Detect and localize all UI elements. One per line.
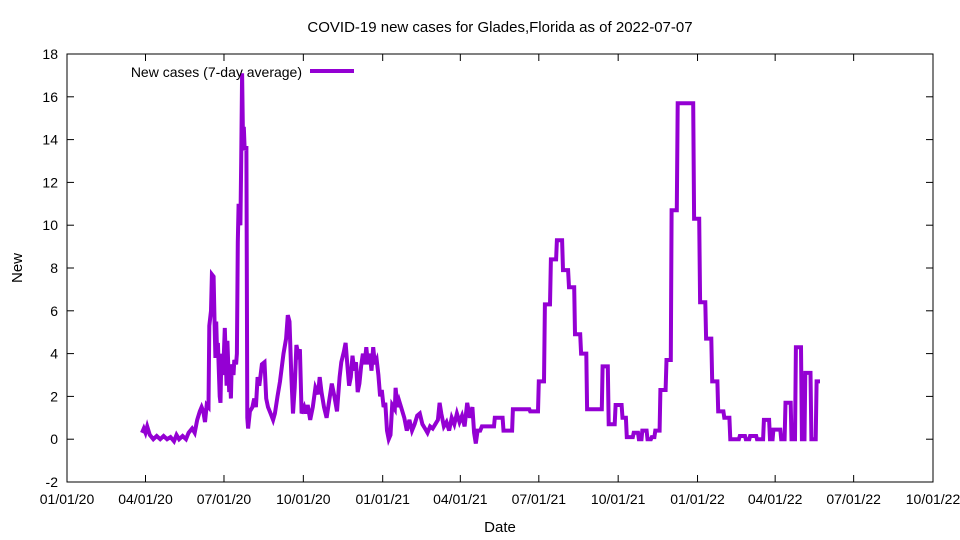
x-tick-label: 10/01/20 (276, 491, 331, 507)
x-tick-label: 01/01/22 (670, 491, 725, 507)
x-tick-label: 04/01/20 (118, 491, 173, 507)
x-tick-label: 01/01/20 (40, 491, 95, 507)
y-tick-label: 2 (50, 388, 58, 404)
legend: New cases (7-day average) (131, 64, 354, 80)
y-tick-label: 14 (42, 132, 58, 148)
y-tick-label: 8 (50, 260, 58, 276)
y-tick-label: 4 (50, 346, 58, 362)
y-tick-label: 16 (42, 89, 58, 105)
x-tick-label: 01/01/21 (355, 491, 410, 507)
y-tick-label: 12 (42, 174, 58, 190)
x-axis: 01/01/20 04/01/20 07/01/20 10/01/20 01/01/21… (40, 54, 960, 507)
legend-label: New cases (7-day average) (131, 64, 302, 80)
x-axis-title: Date (484, 519, 516, 536)
y-tick-label: -2 (46, 474, 59, 490)
x-tick-label: 10/01/21 (591, 491, 646, 507)
x-tick-label: 04/01/21 (433, 491, 488, 507)
y-axis-title: New (9, 253, 26, 283)
x-tick-label: 07/01/20 (197, 491, 252, 507)
chart-title: COVID-19 new cases for Glades,Florida as… (307, 19, 692, 36)
y-tick-label: 0 (50, 431, 58, 447)
y-axis: -2 0 2 4 6 8 10 12 14 16 18 (42, 46, 933, 490)
series-line-0 (140, 73, 820, 447)
x-tick-label: 07/01/22 (826, 491, 881, 507)
y-tick-label: 18 (42, 46, 58, 62)
series-layer (140, 73, 820, 447)
x-tick-label: 07/01/21 (512, 491, 567, 507)
y-tick-label: 10 (42, 217, 58, 233)
x-tick-label: 04/01/22 (748, 491, 803, 507)
y-tick-label: 6 (50, 303, 58, 319)
x-tick-label: 10/01/22 (906, 491, 960, 507)
